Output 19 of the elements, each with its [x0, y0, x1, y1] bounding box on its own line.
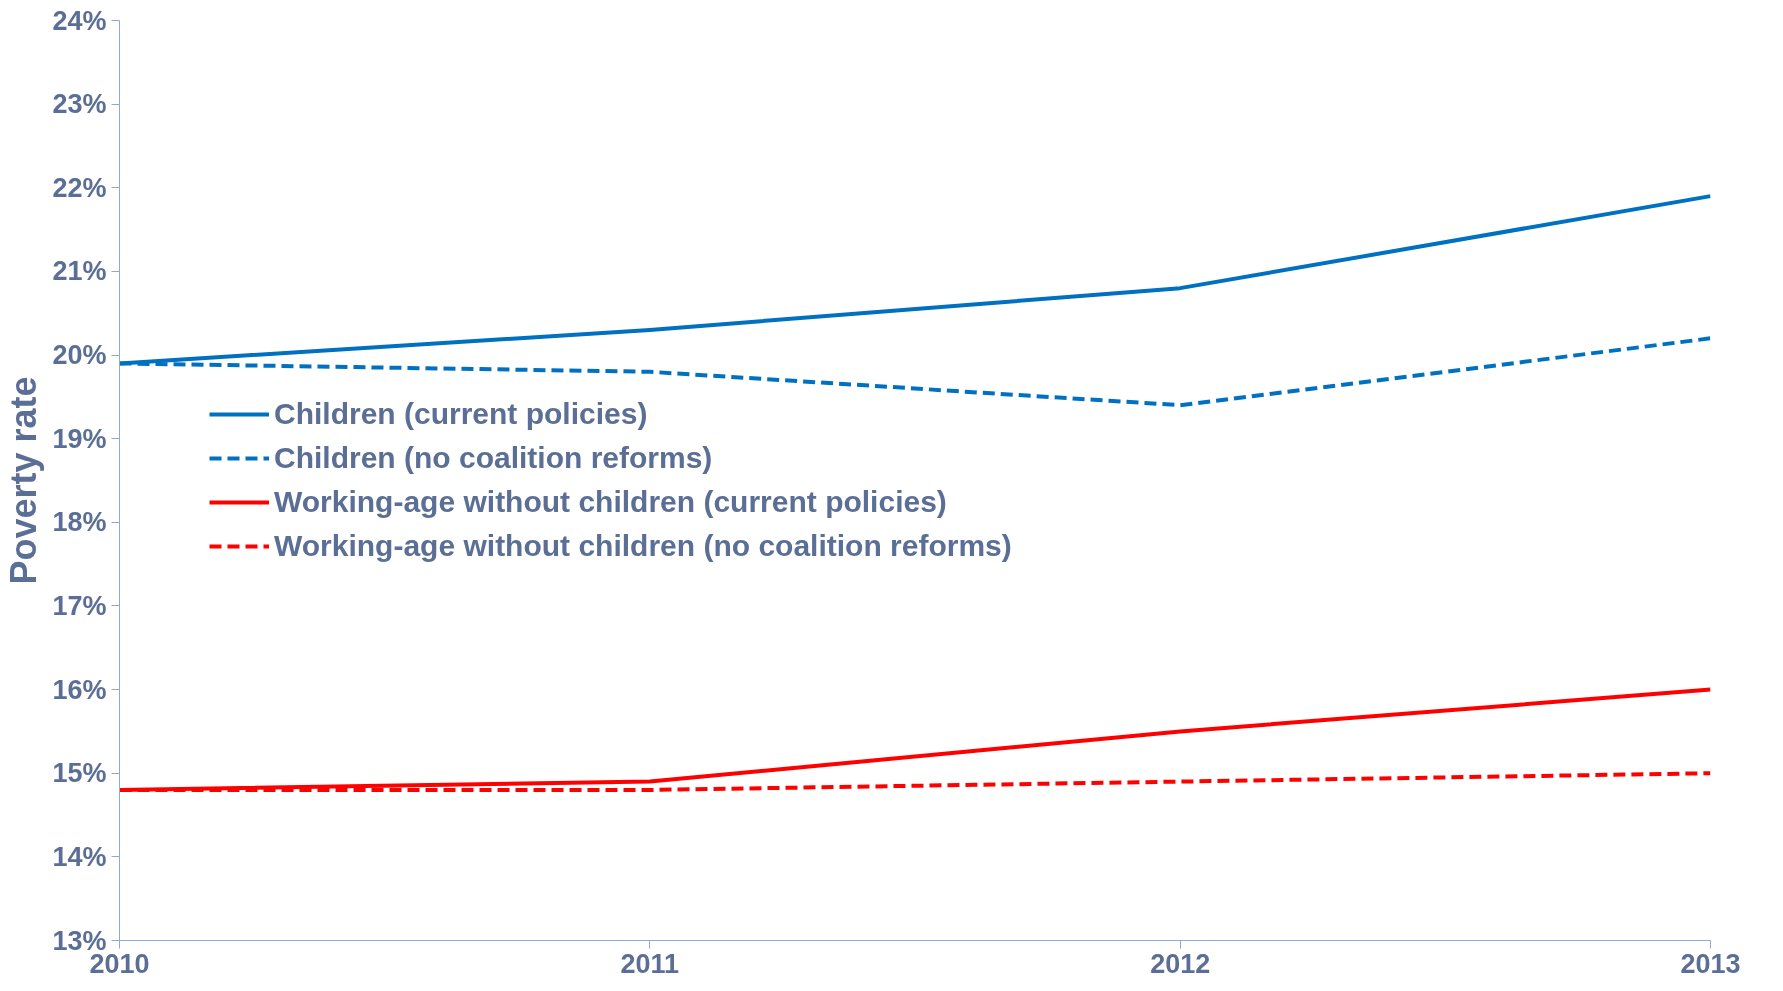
x-tick-label: 2013: [1680, 948, 1741, 979]
y-tick-label: 23%: [52, 89, 107, 120]
y-tick-label: 20%: [52, 340, 107, 371]
legend-label: Children (current policies): [274, 397, 648, 431]
x-tick-label: 2011: [620, 948, 680, 979]
y-tick-label: 14%: [52, 841, 107, 872]
y-tick-label: 15%: [52, 758, 107, 789]
legend-label: Working-age without children (current policies): [274, 485, 947, 519]
y-tick-label: 21%: [52, 256, 107, 287]
x-tick-label: 2012: [1150, 948, 1211, 979]
y-tick-label: 17%: [52, 590, 107, 621]
y-tick-label: 24%: [52, 5, 107, 36]
y-tick-label: 22%: [52, 172, 107, 203]
y-axis-title: Poverty rate: [3, 376, 45, 585]
y-tick-label: 18%: [52, 507, 107, 538]
y-tick-label: 19%: [52, 423, 107, 454]
y-tick-label: 16%: [52, 674, 107, 705]
legend-label: Children (no coalition reforms): [274, 441, 713, 475]
legend-label: Working-age without children (no coalition reforms): [274, 529, 1012, 563]
